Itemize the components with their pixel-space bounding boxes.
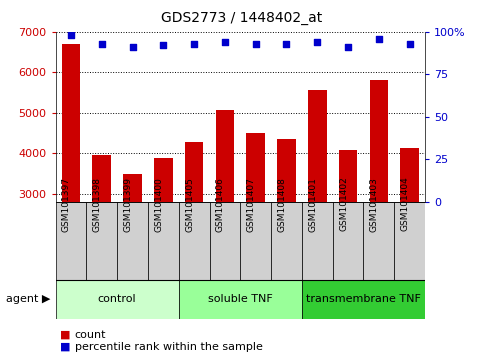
Point [67, 33, 75, 38]
Bar [148, 202, 179, 280]
Bar [92, 155, 111, 202]
Text: GDS2773 / 1448402_at: GDS2773 / 1448402_at [161, 11, 322, 25]
Bar [185, 142, 203, 202]
Text: transmembrane TNF: transmembrane TNF [306, 294, 421, 304]
Text: GSM101400: GSM101400 [154, 177, 163, 232]
Bar [302, 202, 333, 280]
Bar [339, 150, 357, 202]
Bar [179, 202, 210, 280]
Bar [394, 202, 425, 280]
Bar [56, 202, 86, 280]
Text: GSM101405: GSM101405 [185, 177, 194, 232]
Point [406, 41, 413, 47]
Point [283, 41, 290, 47]
Text: GSM101403: GSM101403 [370, 177, 379, 232]
Bar [123, 174, 142, 202]
Text: soluble TNF: soluble TNF [208, 294, 273, 304]
Text: GSM101399: GSM101399 [124, 177, 132, 232]
Point [190, 41, 198, 47]
Point [98, 41, 106, 47]
Point [252, 41, 259, 47]
Point [313, 39, 321, 45]
Point [128, 44, 136, 50]
Bar [240, 202, 271, 280]
Bar [62, 44, 80, 202]
Text: GSM101401: GSM101401 [308, 177, 317, 232]
Bar [117, 202, 148, 280]
Bar [179, 280, 302, 319]
Text: GSM101407: GSM101407 [247, 177, 256, 232]
Bar [271, 202, 302, 280]
Bar [215, 110, 234, 202]
Bar [277, 139, 296, 202]
Bar [369, 80, 388, 202]
Bar [308, 90, 327, 202]
Text: GSM101404: GSM101404 [400, 177, 410, 232]
Text: agent ▶: agent ▶ [6, 294, 51, 304]
Text: count: count [75, 330, 106, 339]
Text: control: control [98, 294, 136, 304]
Bar [400, 148, 419, 202]
Bar [154, 159, 172, 202]
Bar [56, 280, 179, 319]
Text: ■: ■ [60, 330, 71, 339]
Point [221, 39, 229, 45]
Text: GSM101397: GSM101397 [62, 177, 71, 232]
Text: ■: ■ [60, 342, 71, 352]
Text: GSM101408: GSM101408 [277, 177, 286, 232]
Bar [86, 202, 117, 280]
Bar [210, 202, 240, 280]
Point [344, 44, 352, 50]
Text: GSM101402: GSM101402 [339, 177, 348, 232]
Bar [333, 202, 364, 280]
Bar [246, 133, 265, 202]
Bar [302, 280, 425, 319]
Text: percentile rank within the sample: percentile rank within the sample [75, 342, 263, 352]
Point [375, 36, 383, 41]
Point [159, 42, 167, 48]
Text: GSM101398: GSM101398 [93, 177, 102, 232]
Text: GSM101406: GSM101406 [216, 177, 225, 232]
Bar [364, 202, 394, 280]
